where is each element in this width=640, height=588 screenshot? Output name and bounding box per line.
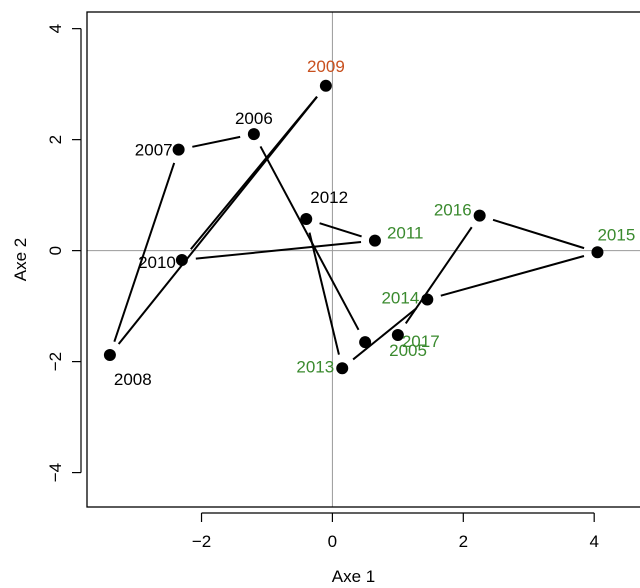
reference-lines: [87, 12, 640, 507]
point-2005: [359, 336, 372, 349]
point-2012: [300, 212, 313, 225]
segment-2010-2011: [195, 241, 362, 260]
segment-2014-2015: [440, 255, 585, 297]
y-axis-title: Axe 2: [11, 238, 30, 281]
point-label-2013: 2013: [296, 357, 334, 376]
segment-2009-2010: [190, 95, 318, 250]
point-label-2009: 2009: [307, 57, 345, 76]
point-label-2011: 2011: [387, 224, 424, 243]
point-label-2014: 2014: [381, 288, 419, 307]
segment-2013-2014: [352, 307, 418, 361]
segment-2006-2007: [192, 135, 241, 148]
segment-2011-2012: [319, 222, 362, 238]
segment-2005-2006: [259, 145, 360, 331]
point-2014: [421, 293, 434, 306]
point-label-2016: 2016: [434, 201, 472, 220]
point-label-2015: 2015: [597, 225, 635, 244]
x-tick-label: −2: [192, 532, 211, 551]
trajectory-lines: [113, 95, 585, 361]
point-2013: [336, 362, 349, 375]
point-2010: [175, 254, 188, 267]
point-labels: 2005 2006 2007 2008 2009 2010 2011 2012 2013 2014…: [114, 57, 635, 389]
point-label-2007: 2007: [135, 141, 173, 160]
point-label-2017: 2017: [402, 332, 440, 351]
x-tick-label: 0: [328, 532, 337, 551]
point-label-2010: 2010: [138, 253, 176, 272]
y-tick-label: 2: [46, 135, 65, 144]
point-2015: [591, 246, 604, 259]
x-axis: −2 0 2 4: [192, 512, 599, 551]
point-2006: [247, 128, 260, 141]
x-tick-label: 4: [589, 532, 598, 551]
segment-2016-2017: [404, 226, 473, 324]
y-tick-label: −2: [46, 352, 65, 371]
segment-2007-2008: [113, 162, 176, 342]
point-2008: [103, 348, 116, 361]
point-label-2005: 2005: [389, 341, 427, 360]
x-axis-title: Axe 1: [332, 567, 375, 586]
point-2017: [391, 328, 404, 341]
point-label-2012: 2012: [310, 188, 348, 207]
segment-2012-2013: [308, 232, 340, 355]
point-2011: [368, 234, 381, 247]
y-tick-label: −4: [46, 463, 65, 482]
y-tick-label: 4: [46, 24, 65, 33]
y-tick-label: 0: [46, 246, 65, 255]
point-2007: [172, 143, 185, 156]
segment-2015-2016: [492, 218, 585, 250]
plot-frame: [86, 11, 640, 508]
point-2016: [473, 209, 486, 222]
point-label-2008: 2008: [114, 370, 152, 389]
data-points: [103, 79, 604, 375]
x-tick-label: 2: [459, 532, 468, 551]
point-2009: [319, 79, 332, 92]
point-label-2006: 2006: [235, 109, 273, 128]
y-axis: −4 −2 0 2 4: [46, 24, 82, 482]
